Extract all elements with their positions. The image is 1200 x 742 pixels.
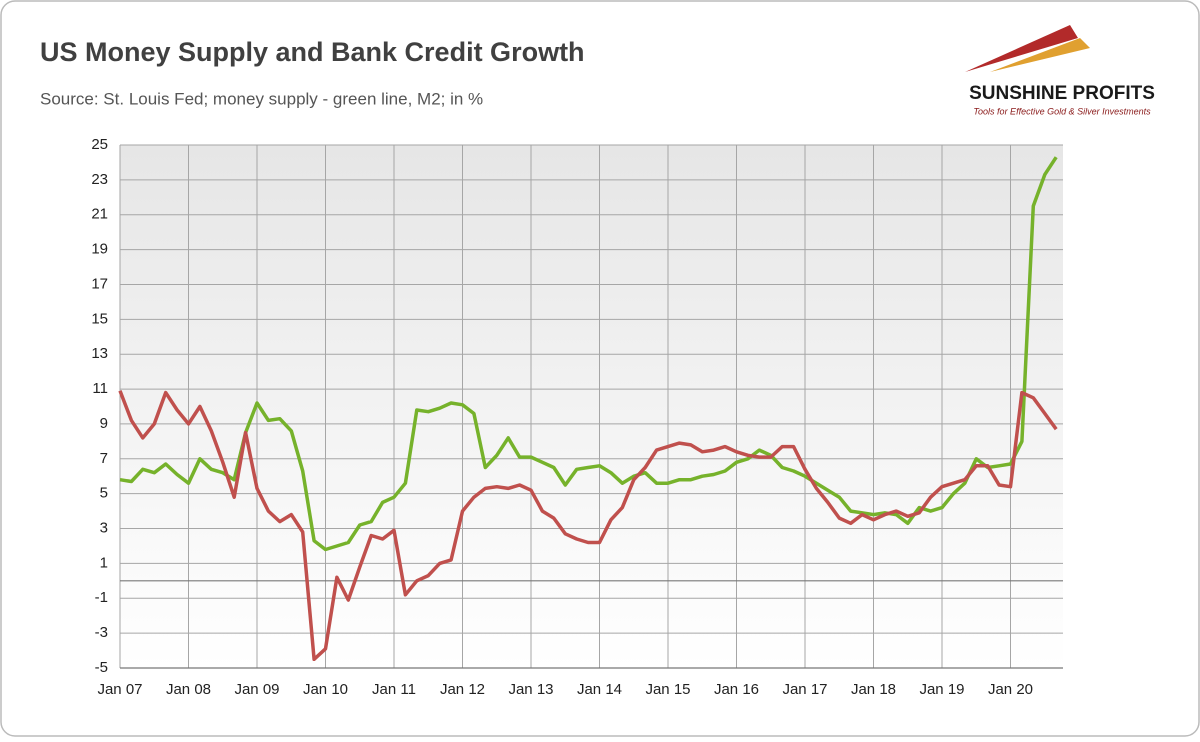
x-tick-label: Jan 20 (988, 681, 1033, 698)
x-tick-label: Jan 08 (166, 681, 211, 698)
y-tick-label: 3 (100, 520, 108, 537)
series-line (118, 390, 1058, 662)
y-tick-label: 17 (91, 275, 108, 292)
y-tick-label: 5 (100, 485, 108, 502)
x-tick-label: Jan 12 (440, 681, 485, 698)
y-tick-label: 19 (91, 241, 108, 258)
x-tick-label: Jan 16 (714, 681, 759, 698)
logo-swoosh (990, 38, 1090, 72)
y-tick-label: 7 (100, 450, 108, 467)
x-tick-label: Jan 11 (372, 681, 416, 698)
logo-tagline: Tools for Effective Gold & Silver Invest… (973, 106, 1151, 116)
x-tick-label: Jan 10 (303, 681, 348, 698)
logo-swoosh (965, 25, 1078, 72)
x-tick-label: Jan 14 (577, 681, 622, 698)
chart-subtitle: Source: St. Louis Fed; money supply - gr… (40, 89, 483, 108)
y-tick-label: 25 (91, 136, 108, 153)
y-tick-label: -3 (95, 624, 108, 641)
x-tick-label: Jan 13 (508, 681, 553, 698)
x-tick-label: Jan 17 (782, 681, 827, 698)
y-tick-label: -5 (95, 659, 108, 676)
logo-name: SUNSHINE PROFITS (969, 83, 1155, 104)
x-tick-label: Jan 09 (234, 681, 279, 698)
y-tick-label: 11 (92, 380, 108, 397)
logo: SUNSHINE PROFITS Tools for Effective Gol… (965, 25, 1155, 116)
series-line (119, 156, 1058, 552)
y-tick-label: 21 (91, 206, 108, 223)
y-tick-label: 9 (100, 415, 108, 432)
plot-area (120, 145, 1063, 668)
y-tick-label: -1 (95, 589, 108, 606)
y-tick-label: 15 (91, 310, 108, 327)
x-tick-label: Jan 07 (97, 681, 142, 698)
x-tick-label: Jan 18 (851, 681, 896, 698)
y-tick-label: 13 (91, 345, 108, 362)
x-tick-label: Jan 19 (919, 681, 964, 698)
x-tick-label: Jan 15 (645, 681, 690, 698)
chart-title: US Money Supply and Bank Credit Growth (40, 37, 585, 67)
y-tick-label: 23 (91, 171, 108, 188)
y-tick-label: 1 (100, 554, 108, 571)
